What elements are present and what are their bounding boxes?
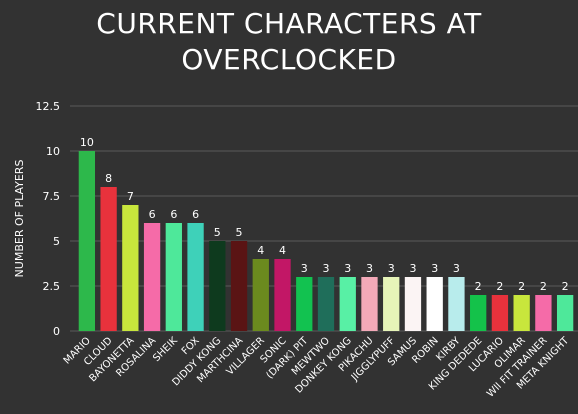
bar [361,277,378,331]
bar [513,295,530,331]
bar [143,223,161,331]
bar [122,205,139,331]
bar [448,277,465,331]
data-label: 3 [301,262,308,275]
data-label: 2 [496,280,503,293]
bar [317,277,335,331]
y-tick-label: 10 [46,145,60,158]
data-label: 3 [344,262,351,275]
bar [404,277,422,331]
data-label: 2 [540,280,547,293]
data-label: 3 [453,262,460,275]
bar [383,277,400,331]
data-label: 7 [127,190,134,203]
chart-title: CURRENT CHARACTERS AT OVERCLOCKED [96,7,482,76]
data-label: 3 [431,262,438,275]
data-label: 3 [388,262,395,275]
bar [556,295,574,331]
bar [274,259,291,331]
bar [535,295,552,331]
bar [252,259,269,331]
bar [296,277,313,331]
bar [470,295,487,331]
data-label: 5 [236,226,243,239]
y-tick-label: 0 [53,325,60,338]
data-label: 3 [366,262,373,275]
bar [230,241,248,331]
bar [339,277,356,331]
bar [78,151,96,331]
data-label: 2 [518,280,525,293]
data-label: 3 [409,262,416,275]
bar [491,295,509,331]
data-label: 4 [279,244,286,257]
data-label: 4 [257,244,264,257]
bar [187,223,204,331]
data-label: 2 [475,280,482,293]
data-label: 3 [323,262,330,275]
y-axis-label: NUMBER OF PLAYERS [13,160,26,278]
bar [426,277,443,331]
bar [100,187,117,331]
data-label: 6 [192,208,199,221]
y-tick-label: 2.5 [43,280,61,293]
data-label: 6 [149,208,156,221]
x-tick-label: SHEIK [151,335,180,364]
y-tick-label: 12.5 [36,100,61,113]
bar [165,223,182,331]
data-label: 6 [170,208,177,221]
y-tick-label: 5 [53,235,60,248]
bar [209,241,226,331]
data-label: 8 [105,172,112,185]
y-tick-label: 7.5 [43,190,61,203]
data-label: 10 [80,136,94,149]
data-label: 5 [214,226,221,239]
data-label: 2 [562,280,569,293]
